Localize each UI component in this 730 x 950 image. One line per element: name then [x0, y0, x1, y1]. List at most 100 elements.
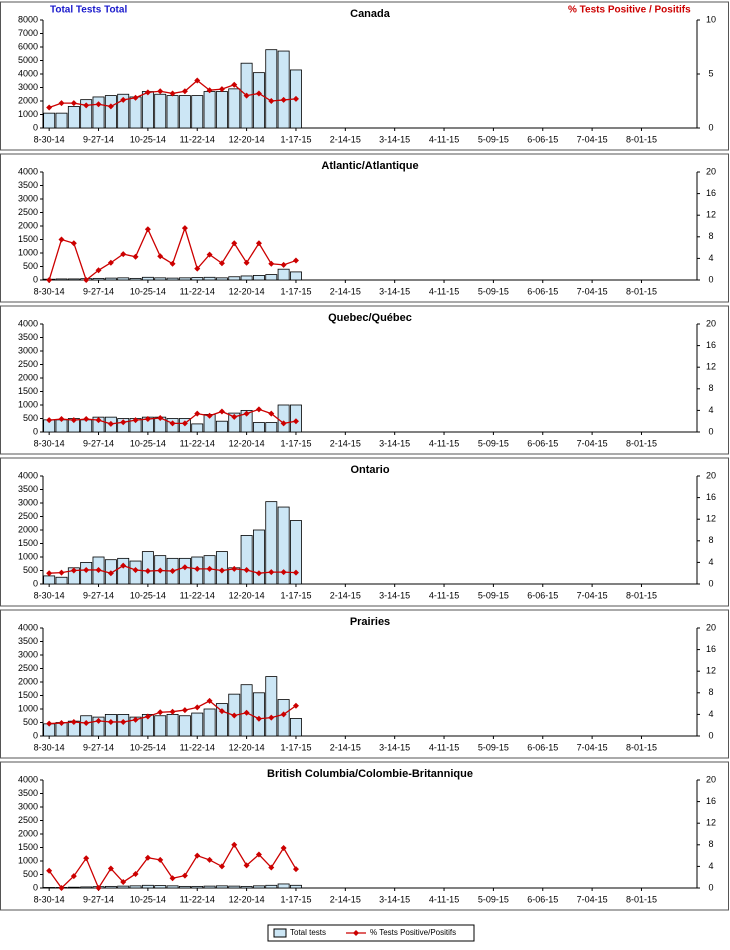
- y-tick-label: 2500: [18, 663, 38, 673]
- y-tick-label: 1500: [18, 234, 38, 244]
- bar: [129, 96, 142, 129]
- marker: [243, 862, 250, 869]
- x-tick-label: 8-01-15: [626, 438, 657, 448]
- x-tick-label: 1-17-15: [280, 894, 311, 904]
- bar: [141, 884, 154, 889]
- y2-tick-label: 8: [708, 231, 713, 241]
- marker: [268, 98, 275, 104]
- legend-label: Total tests: [290, 928, 326, 937]
- marker: [132, 417, 139, 424]
- y2-axis-title: % Tests Positive / Positifs: [568, 5, 691, 16]
- y2-tick-label: 20: [706, 318, 716, 328]
- y-tick-label: 6000: [18, 41, 38, 51]
- marker: [181, 707, 188, 714]
- bar: [43, 112, 56, 129]
- y-tick-label: 500: [23, 869, 38, 879]
- y2-tick-label: 4: [708, 253, 713, 263]
- marker: [169, 260, 176, 267]
- y-tick-label: 3500: [18, 788, 38, 798]
- y-tick-label: 3500: [18, 180, 38, 190]
- marker: [83, 566, 90, 573]
- marker: [70, 100, 77, 107]
- y-axis-title: Total Tests Total: [50, 5, 127, 16]
- marker: [243, 259, 250, 266]
- y-tick-label: 1000: [18, 109, 38, 119]
- marker: [181, 88, 188, 95]
- marker: [46, 720, 53, 727]
- x-tick-label: 11-22-14: [180, 742, 215, 752]
- bar: [228, 412, 241, 433]
- marker: [231, 413, 238, 420]
- marker: [70, 240, 77, 247]
- bar: [178, 95, 191, 129]
- marker: [107, 103, 114, 110]
- marker: [231, 841, 238, 848]
- marker: [120, 419, 127, 426]
- y2-tick-label: 16: [706, 492, 716, 502]
- y-tick-label: 3000: [18, 649, 38, 659]
- bar: [117, 277, 130, 281]
- y-tick-label: 0: [33, 730, 38, 740]
- x-tick-label: 2-14-15: [330, 590, 361, 600]
- bar: [104, 95, 117, 129]
- marker: [107, 865, 114, 872]
- x-tick-label: 3-14-15: [379, 134, 410, 144]
- marker: [243, 709, 250, 716]
- y-tick-label: 2000: [18, 524, 38, 534]
- y-tick-label: 3000: [18, 345, 38, 355]
- bar: [215, 703, 228, 737]
- bar: [277, 50, 290, 129]
- y2-tick-label: 12: [706, 362, 716, 372]
- x-tick-label: 11-22-14: [180, 286, 215, 296]
- y2-tick-label: 20: [706, 774, 716, 784]
- marker: [95, 267, 102, 274]
- y2-tick-label: 20: [706, 166, 716, 176]
- bar: [67, 106, 80, 129]
- x-tick-label: 8-01-15: [626, 286, 657, 296]
- bar: [67, 886, 80, 889]
- bar: [265, 884, 278, 889]
- x-tick-label: 5-09-15: [478, 134, 509, 144]
- chart-title: Atlantic/Atlantique: [321, 160, 418, 172]
- x-tick-label: 9-27-14: [83, 894, 114, 904]
- marker: [132, 566, 139, 573]
- bar: [252, 885, 265, 889]
- x-tick-label: 12-20-14: [229, 438, 265, 448]
- bar: [228, 276, 241, 281]
- marker: [46, 417, 53, 424]
- marker: [83, 416, 90, 423]
- y-tick-label: 2000: [18, 95, 38, 105]
- y-tick-label: 1000: [18, 247, 38, 257]
- bar: [154, 715, 167, 737]
- y-tick-label: 500: [23, 413, 38, 423]
- marker: [157, 567, 164, 574]
- bar: [166, 277, 179, 281]
- y2-tick-label: 20: [706, 622, 716, 632]
- marker: [255, 715, 262, 722]
- y2-tick-label: 10: [706, 14, 716, 24]
- bar: [129, 885, 142, 889]
- bar: [43, 887, 56, 889]
- marker: [194, 565, 201, 572]
- y-tick-label: 4000: [18, 470, 38, 480]
- marker: [194, 265, 201, 272]
- x-tick-label: 8-01-15: [626, 894, 657, 904]
- x-tick-label: 10-25-14: [130, 590, 166, 600]
- y2-tick-label: 4: [708, 709, 713, 719]
- y2-tick-label: 20: [706, 470, 716, 480]
- marker: [144, 226, 151, 233]
- x-tick-label: 7-04-15: [577, 742, 608, 752]
- x-tick-label: 4-11-15: [429, 894, 459, 904]
- x-tick-label: 6-06-15: [527, 894, 558, 904]
- bar: [215, 420, 228, 433]
- y-tick-label: 4000: [18, 774, 38, 784]
- panel-border: [0, 761, 729, 911]
- marker: [120, 96, 127, 103]
- bar: [55, 278, 68, 281]
- y2-tick-label: 8: [708, 839, 713, 849]
- x-tick-label: 2-14-15: [330, 286, 361, 296]
- marker: [218, 408, 225, 415]
- y2-tick-label: 12: [706, 666, 716, 676]
- marker: [144, 854, 151, 861]
- bar: [203, 276, 216, 281]
